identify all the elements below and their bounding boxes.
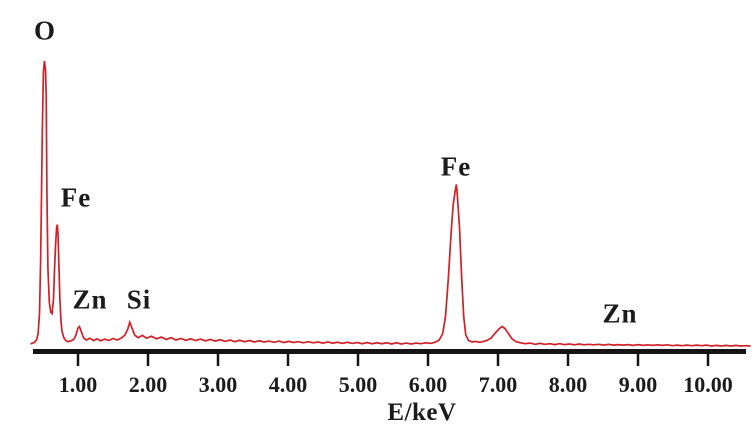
x-tick-label: 10.00 [683,372,733,397]
x-tick-label: 7.00 [478,372,518,397]
peak-label-zinc-l: Zn [72,284,108,315]
x-axis-line [33,349,746,354]
peak-label-iron-k: Fe [440,151,472,182]
peak-label-iron-l: Fe [60,182,92,213]
x-tick-label: 9.00 [618,372,658,397]
x-tick-label: 2.00 [128,372,168,397]
peak-label-silicon: Si [126,284,152,315]
x-axis-ticks [76,354,710,366]
x-tick-label: 4.00 [268,372,308,397]
x-tick-label: 3.00 [198,372,238,397]
peak-label-oxygen: O [33,15,57,46]
x-tick-label: 8.00 [548,372,588,397]
x-tick-label: 6.00 [408,372,448,397]
spectrum-trace [30,60,751,347]
x-tick-label: 5.00 [338,372,378,397]
peak-label-zinc-k: Zn [602,298,638,329]
x-axis-title: E/keV [387,399,457,426]
x-tick-label: 1.00 [58,372,98,397]
